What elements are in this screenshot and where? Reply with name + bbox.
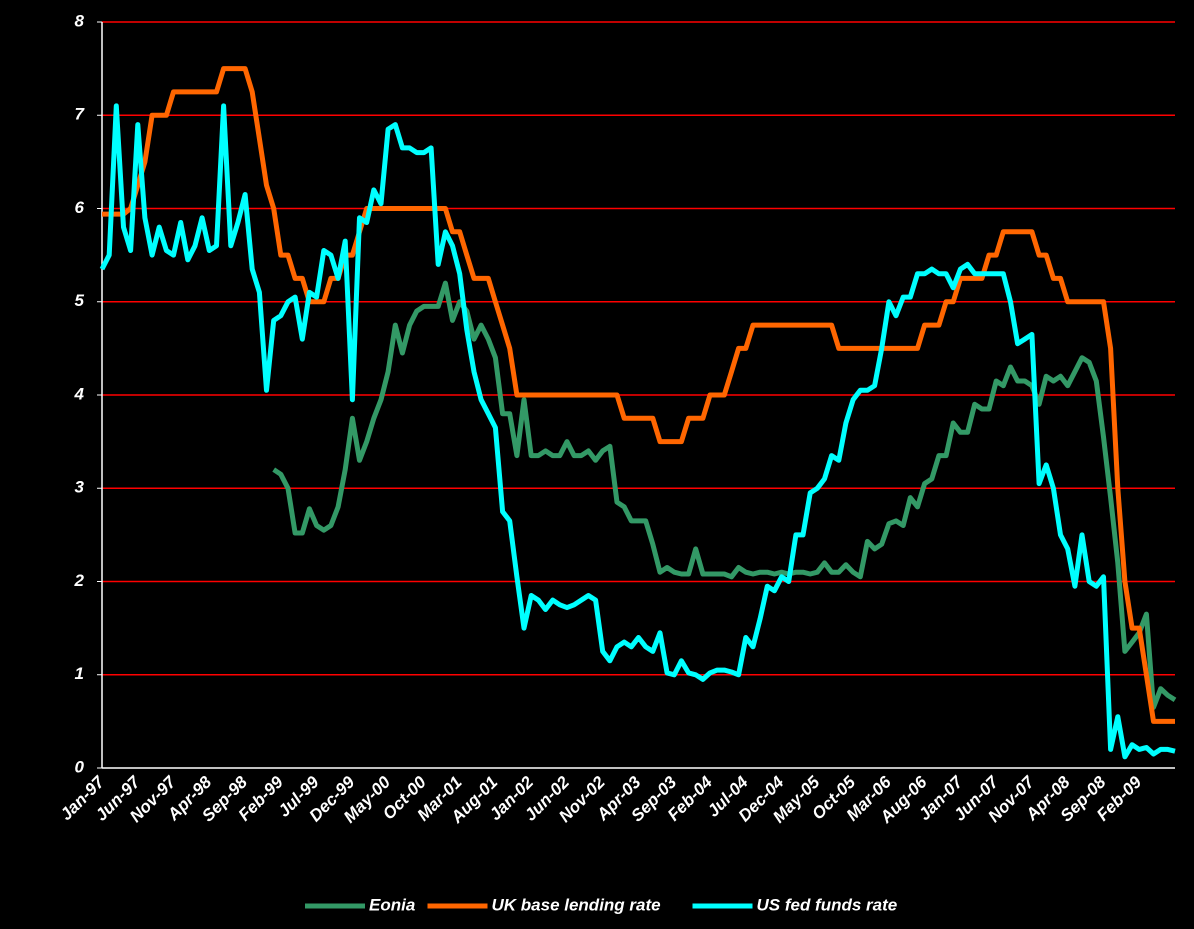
- y-tick-label: 8: [75, 11, 85, 30]
- y-tick-label: 5: [75, 291, 85, 310]
- series-line: [99, 103, 1176, 760]
- y-tick-label: 1: [75, 664, 84, 683]
- y-tick-label: 7: [75, 105, 86, 124]
- y-tick-label: 0: [75, 757, 85, 776]
- legend-label: Eonia: [369, 895, 415, 914]
- legend-label: US fed funds rate: [757, 895, 898, 914]
- y-tick-label: 4: [74, 384, 85, 403]
- y-tick-label: 6: [75, 198, 85, 217]
- series-line: [272, 280, 1177, 710]
- series-line: [102, 66, 1175, 724]
- legend-label: UK base lending rate: [492, 895, 661, 914]
- y-tick-label: 2: [74, 571, 85, 590]
- y-tick-label: 3: [75, 478, 85, 497]
